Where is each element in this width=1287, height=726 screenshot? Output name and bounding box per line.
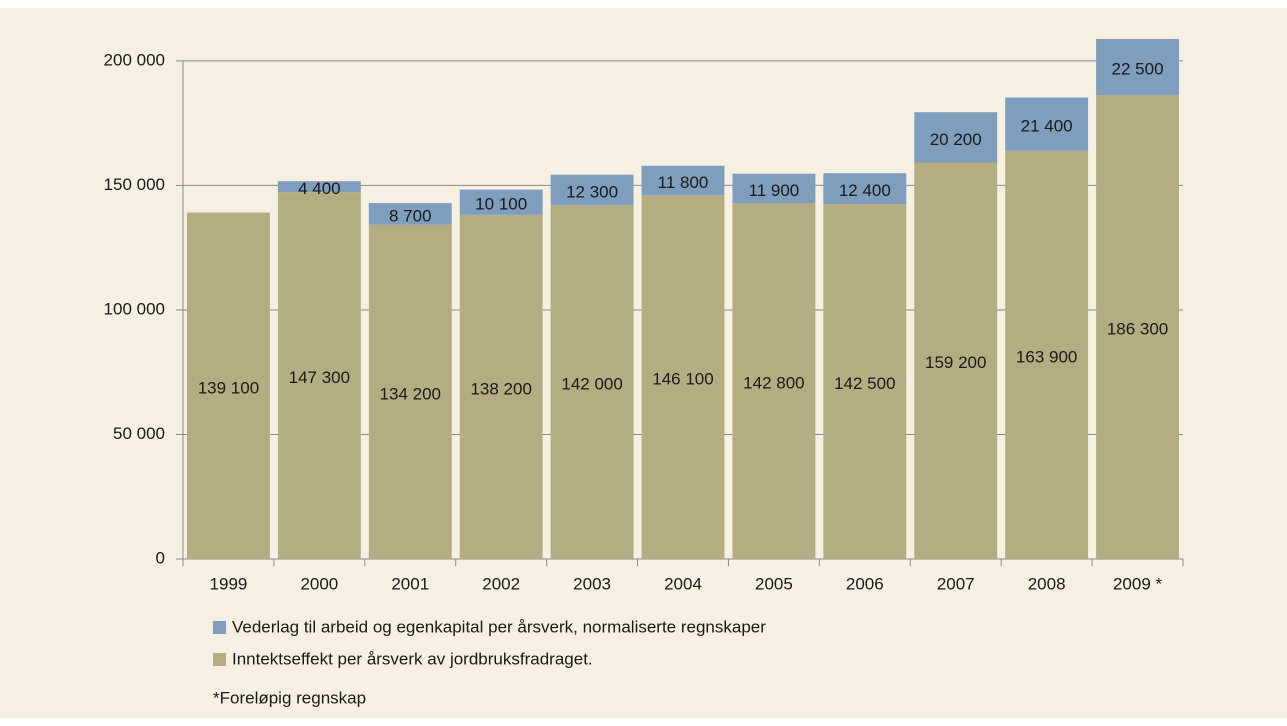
- data-label: 8 700: [389, 206, 432, 225]
- x-tick-label: 2000: [300, 574, 338, 593]
- x-tick-label: 1999: [210, 574, 248, 593]
- x-tick-label: 2008: [1028, 574, 1066, 593]
- bar-segment: [732, 203, 816, 560]
- bar-segment: [641, 165, 725, 196]
- x-tick-label: 2005: [755, 574, 793, 593]
- bar-segment: [550, 174, 634, 206]
- x-tick-label: 2004: [664, 574, 702, 593]
- data-label: 12 300: [566, 183, 618, 202]
- footnote: *Foreløpig regnskap: [213, 688, 366, 707]
- data-label: 10 100: [475, 195, 527, 214]
- bar-segment: [368, 203, 452, 225]
- bar-segment: [1005, 97, 1089, 151]
- x-tick-label: 2006: [846, 574, 884, 593]
- data-label: 21 400: [1021, 117, 1073, 136]
- data-label: 4 400: [298, 179, 341, 198]
- data-label: 142 500: [834, 374, 895, 393]
- y-tick-label: 100 000: [104, 299, 165, 318]
- x-tick-label: 2007: [937, 574, 975, 593]
- data-label: 159 200: [925, 353, 986, 372]
- y-tick-label: 150 000: [104, 175, 165, 194]
- bar-segment: [459, 189, 543, 215]
- bar-segment: [459, 214, 543, 559]
- data-label: 186 300: [1107, 319, 1168, 338]
- bar-segment: [1005, 150, 1089, 559]
- bar-segment: [732, 173, 816, 204]
- data-label: 142 800: [743, 374, 804, 393]
- bar-segment: [277, 181, 361, 193]
- legend-label: Vederlag til arbeid og egenkapital per å…: [232, 617, 766, 636]
- legend-swatch: [213, 653, 226, 666]
- data-label: 22 500: [1112, 59, 1164, 78]
- x-tick-label: 2002: [482, 574, 520, 593]
- bar-segment: [914, 112, 998, 163]
- legend-label: Inntektseffekt per årsverk av jordbruksf…: [232, 649, 593, 668]
- bar-segment: [1096, 38, 1179, 96]
- data-label: 147 300: [289, 368, 350, 387]
- x-tick-label: 2001: [391, 574, 429, 593]
- data-label: 146 100: [652, 370, 713, 389]
- bar-segment: [823, 173, 907, 205]
- data-label: 11 900: [749, 181, 800, 200]
- data-label: 20 200: [930, 130, 982, 149]
- data-label: 163 900: [1016, 347, 1077, 366]
- bar-segment: [277, 192, 361, 559]
- y-tick-label: 0: [156, 548, 165, 567]
- y-tick-label: 50 000: [113, 424, 165, 443]
- bar-segment: [1096, 95, 1179, 559]
- bar-segment: [823, 204, 907, 559]
- data-label: 142 000: [561, 375, 622, 394]
- bar-segment: [368, 224, 452, 560]
- bar-segment: [914, 162, 998, 560]
- bar-segment: [550, 205, 634, 559]
- data-label: 11 800: [658, 173, 709, 192]
- legend-swatch: [213, 621, 226, 634]
- y-tick-label: 200 000: [104, 50, 165, 69]
- data-label: 139 100: [198, 378, 259, 397]
- bar-segment: [187, 212, 270, 559]
- bar-segment: [641, 195, 725, 560]
- x-tick-label: 2003: [573, 574, 611, 593]
- data-label: 12 400: [839, 181, 891, 200]
- data-label: 134 200: [380, 384, 441, 403]
- x-tick-label: 2009 *: [1113, 574, 1163, 593]
- data-label: 138 200: [470, 379, 531, 398]
